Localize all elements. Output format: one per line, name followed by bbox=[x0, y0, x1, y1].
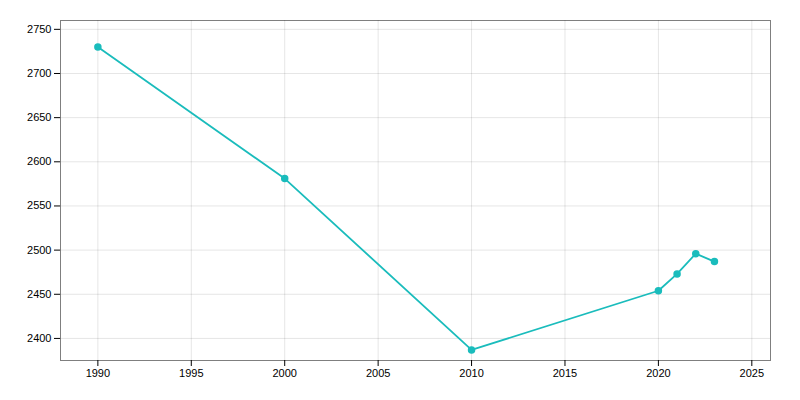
svg-text:2005: 2005 bbox=[366, 367, 390, 379]
svg-text:1995: 1995 bbox=[179, 367, 203, 379]
svg-text:2500: 2500 bbox=[27, 244, 51, 256]
svg-text:2650: 2650 bbox=[27, 111, 51, 123]
svg-text:2000: 2000 bbox=[272, 367, 296, 379]
svg-text:2015: 2015 bbox=[553, 367, 577, 379]
svg-text:2450: 2450 bbox=[27, 288, 51, 300]
svg-text:2750: 2750 bbox=[27, 23, 51, 35]
svg-text:2020: 2020 bbox=[646, 367, 670, 379]
svg-text:2400: 2400 bbox=[27, 332, 51, 344]
svg-text:2010: 2010 bbox=[459, 367, 483, 379]
svg-text:1990: 1990 bbox=[86, 367, 110, 379]
svg-text:2025: 2025 bbox=[740, 367, 764, 379]
svg-text:2600: 2600 bbox=[27, 155, 51, 167]
svg-text:2550: 2550 bbox=[27, 199, 51, 211]
svg-text:2700: 2700 bbox=[27, 67, 51, 79]
